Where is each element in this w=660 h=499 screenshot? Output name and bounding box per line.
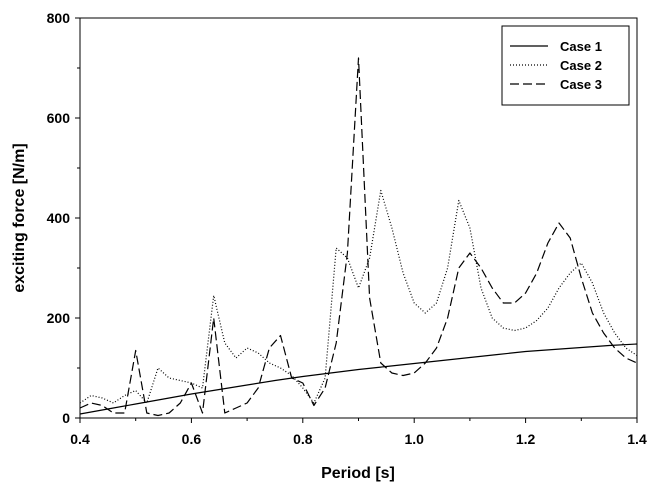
y-tick-label: 800 [47,10,71,26]
legend-box [501,25,630,106]
x-tick-label: 0.6 [182,431,202,447]
x-tick-label: 0.4 [70,431,90,447]
legend: Case 1 Case 2 Case 3 [501,25,630,106]
x-tick-label: 0.8 [293,431,313,447]
y-tick-label: 200 [47,310,71,326]
x-axis-title: Period [s] [321,465,395,482]
x-tick-label: 1.0 [404,431,424,447]
x-axis-ticks: 0.4 0.6 0.8 1.0 1.2 1.4 [70,418,647,447]
series-line-case-1 [79,343,638,415]
y-tick-label: 400 [47,210,71,226]
legend-label-case-3: Case 3 [560,77,602,92]
series-layer [79,57,638,417]
y-tick-label: 0 [62,410,70,426]
series-line-case-3 [79,57,638,417]
legend-label-case-2: Case 2 [560,58,602,73]
series-line-case-2 [79,189,638,404]
y-tick-label: 600 [47,110,71,126]
y-axis-ticks: 0 200 400 600 800 [47,10,80,426]
legend-label-case-1: Case 1 [560,39,602,54]
y-axis-title: exciting force [N/m] [11,143,28,292]
x-tick-label: 1.2 [516,431,536,447]
x-tick-label: 1.4 [627,431,647,447]
